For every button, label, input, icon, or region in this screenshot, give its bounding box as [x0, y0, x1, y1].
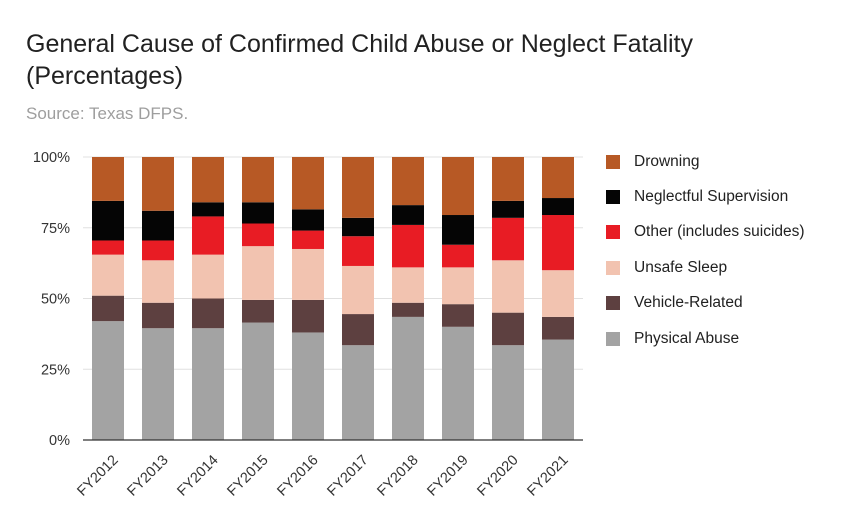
x-tick-label: FY2019 [424, 452, 471, 499]
legend-swatch [606, 331, 620, 346]
bar-neglectful-supervision-fy2021 [542, 198, 574, 216]
bar-unsafe-sleep-fy2013 [142, 260, 174, 303]
legend-item: Drowning [606, 144, 805, 179]
bar-other-includes-suicides-fy2016 [292, 230, 324, 249]
legend-swatch [606, 296, 620, 311]
legend-label: Physical Abuse [634, 329, 740, 347]
legend-swatch [606, 190, 620, 205]
x-tick-label: FY2014 [174, 452, 221, 499]
bar-vehicle-related-fy2014 [192, 298, 224, 329]
bar-physical-abuse-fy2015 [242, 322, 274, 440]
bar-drowning-fy2013 [142, 157, 174, 211]
bar-unsafe-sleep-fy2019 [442, 267, 474, 305]
bar-other-includes-suicides-fy2021 [542, 215, 574, 271]
legend-item: Physical Abuse [606, 321, 805, 356]
bar-neglectful-supervision-fy2012 [92, 200, 124, 241]
chart-subtitle: Source: Texas DFPS. [26, 104, 189, 123]
bar-vehicle-related-fy2017 [342, 314, 374, 346]
bar-unsafe-sleep-fy2014 [192, 254, 224, 299]
bar-vehicle-related-fy2015 [242, 299, 274, 323]
bar-other-includes-suicides-fy2017 [342, 236, 374, 266]
legend-item: Unsafe Sleep [606, 250, 805, 285]
bar-drowning-fy2020 [492, 157, 524, 201]
chart-legend: Drowning Neglectful Supervision Other (inc… [606, 144, 805, 356]
bar-drowning-fy2016 [292, 157, 324, 210]
chart-title: General Cause of Confirmed Child Abuse o… [26, 30, 693, 90]
x-tick-label: FY2012 [74, 452, 121, 499]
legend-item: Vehicle-Related [606, 286, 805, 321]
legend-label: Other (includes suicides) [634, 223, 805, 241]
bar-neglectful-supervision-fy2016 [292, 209, 324, 231]
bar-other-includes-suicides-fy2019 [442, 244, 474, 268]
bar-physical-abuse-fy2016 [292, 332, 324, 440]
x-tick-label: FY2013 [124, 452, 171, 499]
bar-unsafe-sleep-fy2016 [292, 248, 324, 300]
legend-swatch [606, 154, 620, 169]
bar-vehicle-related-fy2012 [92, 295, 124, 322]
bar-neglectful-supervision-fy2018 [392, 205, 424, 225]
y-tick-label: 75% [41, 221, 70, 237]
bar-drowning-fy2014 [192, 157, 224, 203]
bar-physical-abuse-fy2019 [442, 326, 474, 440]
x-tick-label: FY2020 [474, 452, 521, 499]
legend-item: Other (includes suicides) [606, 215, 805, 250]
bar-physical-abuse-fy2020 [492, 345, 524, 440]
legend-swatch [606, 260, 620, 275]
bar-vehicle-related-fy2016 [292, 299, 324, 333]
bar-physical-abuse-fy2017 [342, 345, 374, 440]
bar-unsafe-sleep-fy2015 [242, 246, 274, 300]
bar-vehicle-related-fy2021 [542, 316, 574, 340]
bar-other-includes-suicides-fy2014 [192, 216, 224, 255]
y-tick-label: 50% [41, 292, 70, 308]
bar-other-includes-suicides-fy2020 [492, 217, 524, 261]
bar-drowning-fy2019 [442, 157, 474, 216]
legend-swatch [606, 225, 620, 240]
bar-neglectful-supervision-fy2019 [442, 215, 474, 245]
bar-drowning-fy2012 [92, 157, 124, 201]
bar-drowning-fy2017 [342, 157, 374, 218]
bar-physical-abuse-fy2018 [392, 316, 424, 440]
bar-drowning-fy2015 [242, 157, 274, 203]
x-tick-label: FY2018 [374, 452, 421, 499]
bar-physical-abuse-fy2013 [142, 328, 174, 440]
bar-other-includes-suicides-fy2012 [92, 240, 124, 255]
y-tick-label: 0% [49, 433, 70, 449]
bar-unsafe-sleep-fy2021 [542, 270, 574, 317]
bar-neglectful-supervision-fy2017 [342, 217, 374, 237]
x-tick-label: FY2015 [224, 452, 271, 499]
legend-label: Neglectful Supervision [634, 188, 789, 206]
bar-physical-abuse-fy2021 [542, 339, 574, 440]
bar-neglectful-supervision-fy2014 [192, 202, 224, 217]
bar-physical-abuse-fy2012 [92, 321, 124, 440]
bar-unsafe-sleep-fy2020 [492, 260, 524, 313]
bar-drowning-fy2018 [392, 157, 424, 206]
bar-vehicle-related-fy2018 [392, 302, 424, 317]
x-tick-label: FY2021 [524, 452, 571, 499]
bar-neglectful-supervision-fy2020 [492, 200, 524, 218]
legend-label: Unsafe Sleep [634, 258, 728, 276]
bar-drowning-fy2021 [542, 157, 574, 199]
legend-item: Neglectful Supervision [606, 179, 805, 214]
legend-label: Drowning [634, 152, 700, 170]
bar-vehicle-related-fy2019 [442, 304, 474, 327]
legend-label: Vehicle-Related [634, 294, 743, 312]
x-tick-label: FY2017 [324, 452, 371, 499]
bar-physical-abuse-fy2014 [192, 328, 224, 440]
y-tick-label: 100% [33, 150, 70, 166]
bar-unsafe-sleep-fy2017 [342, 265, 374, 315]
bar-neglectful-supervision-fy2015 [242, 202, 274, 224]
bar-vehicle-related-fy2020 [492, 312, 524, 346]
x-tick-label: FY2016 [274, 452, 321, 499]
bar-unsafe-sleep-fy2018 [392, 267, 424, 303]
bar-unsafe-sleep-fy2012 [92, 254, 124, 296]
bar-other-includes-suicides-fy2018 [392, 224, 424, 268]
y-tick-label: 25% [41, 362, 70, 378]
bar-vehicle-related-fy2013 [142, 302, 174, 329]
bar-other-includes-suicides-fy2013 [142, 240, 174, 261]
bar-neglectful-supervision-fy2013 [142, 210, 174, 241]
bar-other-includes-suicides-fy2015 [242, 223, 274, 247]
